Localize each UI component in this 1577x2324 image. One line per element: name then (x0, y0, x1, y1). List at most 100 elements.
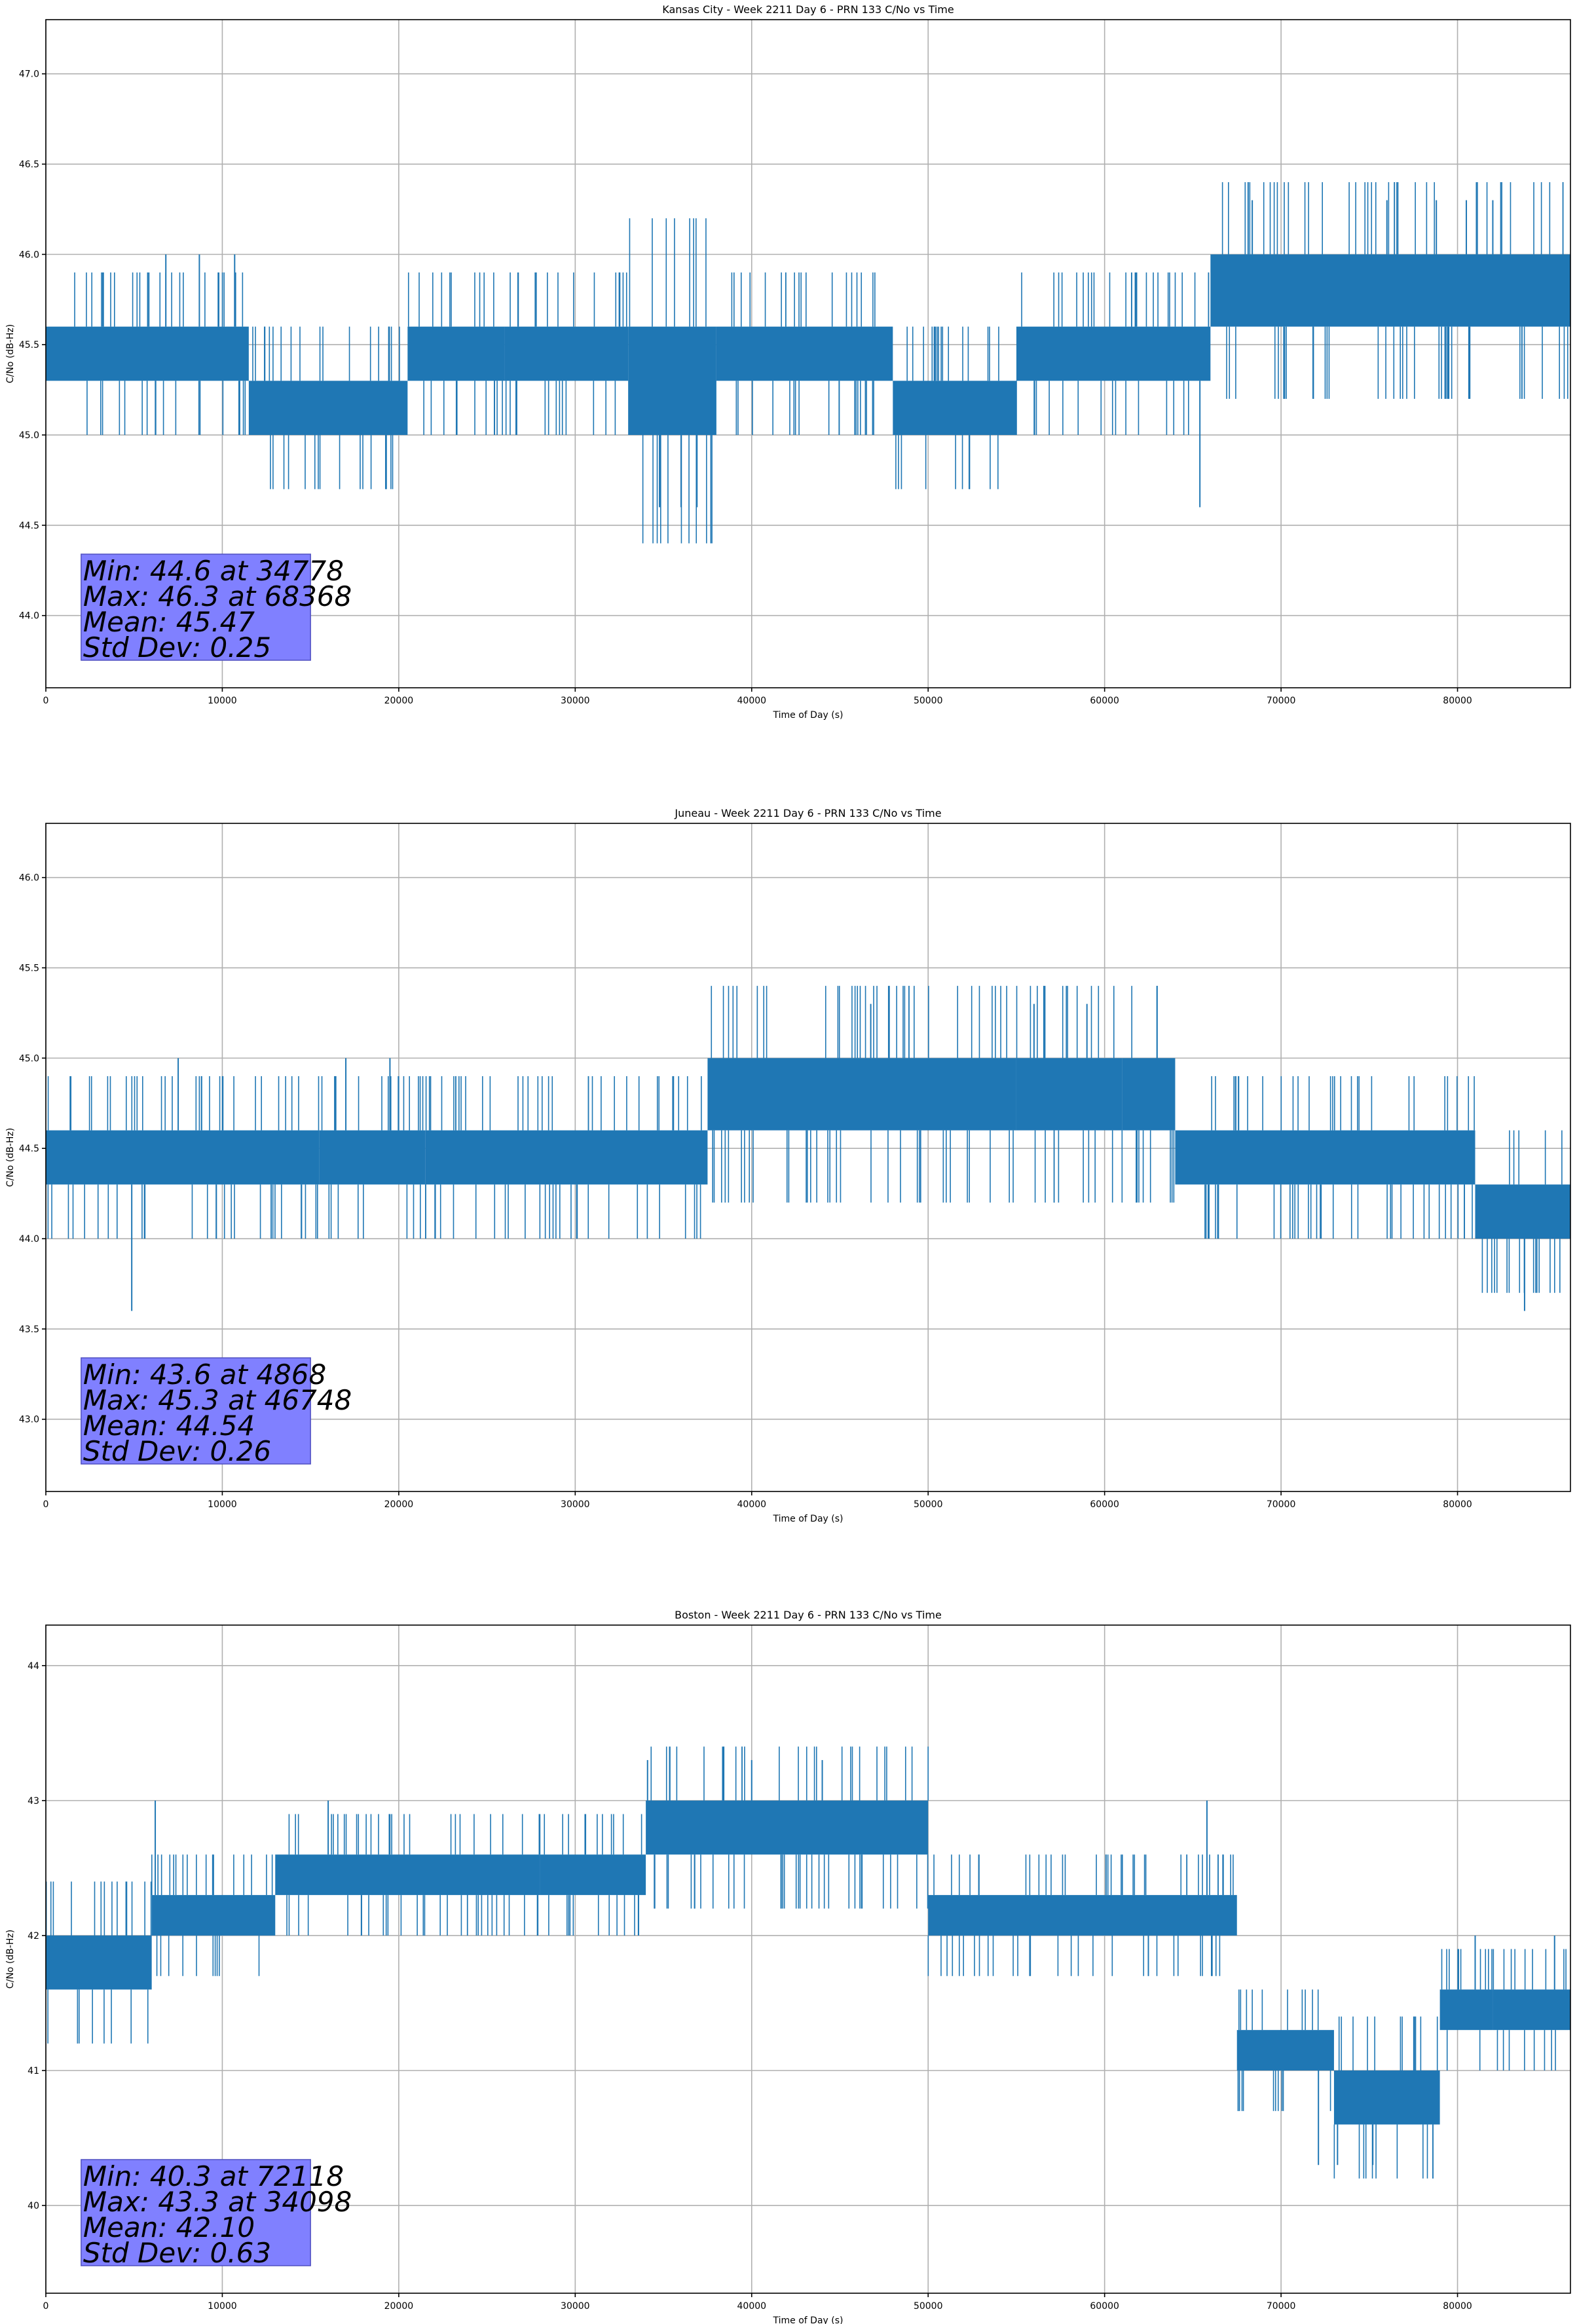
stats-std: Std Dev: 0.25 (83, 631, 271, 664)
data-band (716, 326, 893, 381)
y-tick-label: 45.0 (19, 1053, 39, 1064)
data-band (319, 1130, 426, 1185)
data-band (1475, 1184, 1570, 1239)
x-axis-label: Time of Day (s) (773, 1514, 844, 1524)
x-tick-label: 0 (43, 2301, 49, 2312)
data-band (46, 1935, 152, 1990)
data-band (1439, 1989, 1493, 2031)
x-axis-label: Time of Day (s) (773, 2315, 844, 2324)
stats-mean: Mean: 42.10 (83, 2211, 255, 2243)
x-tick-label: 10000 (208, 696, 237, 706)
data-band (46, 326, 249, 381)
y-tick-label: 44 (28, 1661, 39, 1672)
stats-box-background (81, 1357, 311, 1465)
x-tick-label: 50000 (914, 2301, 943, 2312)
stats-std: Std Dev: 0.26 (83, 1435, 271, 1467)
data-band (646, 1800, 929, 1855)
x-tick-label: 40000 (737, 696, 767, 706)
stats-mean: Mean: 45.47 (83, 606, 255, 638)
x-axis-label: Time of Day (s) (773, 710, 844, 721)
x-tick-label: 80000 (1443, 2301, 1472, 2312)
y-tick-label: 44.0 (19, 1234, 39, 1245)
y-tick-label: 44.5 (19, 1144, 39, 1154)
x-tick-label: 20000 (384, 1499, 414, 1510)
y-axis-label: C/No (dB-Hz) (5, 1930, 16, 1989)
x-tick-label: 20000 (384, 2301, 414, 2312)
data-band (1175, 1130, 1475, 1185)
data-band (275, 1854, 540, 1896)
data-band (1122, 1058, 1176, 1131)
stats-max: Max: 46.3 at 68368 (83, 580, 352, 612)
x-tick-label: 80000 (1443, 1499, 1472, 1510)
axes-frame (45, 823, 1571, 1492)
y-tick-label: 46.5 (19, 160, 39, 170)
data-band (248, 381, 408, 436)
data-band (151, 1895, 276, 1936)
chart-title: Boston - Week 2211 Day 6 - PRN 133 C/No … (675, 1609, 942, 1621)
x-tick-label: 60000 (1090, 2301, 1119, 2312)
y-tick-label: 42 (28, 1931, 39, 1941)
series-cno (46, 182, 1570, 544)
x-tick-label: 30000 (561, 1499, 590, 1510)
subplot-3: Boston - Week 2211 Day 6 - PRN 133 C/No … (5, 1609, 1571, 2324)
x-tick-label: 70000 (1267, 1499, 1296, 1510)
x-tick-label: 60000 (1090, 1499, 1119, 1510)
data-band (540, 1854, 646, 1896)
chart-title: Juneau - Week 2211 Day 6 - PRN 133 C/No … (674, 807, 941, 819)
series-cno (46, 986, 1570, 1311)
x-tick-label: 30000 (561, 2301, 590, 2312)
data-band (893, 381, 1016, 436)
data-band (1210, 254, 1570, 327)
data-band (928, 1895, 1237, 1936)
data-band (1016, 326, 1211, 381)
data-band (46, 1130, 320, 1185)
stats-max: Max: 45.3 at 46748 (83, 1384, 352, 1416)
y-tick-label: 40 (28, 2201, 39, 2211)
stats-box-background (81, 2159, 311, 2266)
x-tick-label: 40000 (737, 1499, 767, 1510)
stats-max: Max: 43.3 at 34098 (83, 2186, 352, 2218)
y-axis-label: C/No (dB-Hz) (5, 324, 16, 383)
data-band (504, 326, 629, 381)
x-tick-label: 0 (43, 696, 49, 706)
x-tick-label: 0 (43, 1499, 49, 1510)
data-band (1016, 1058, 1122, 1131)
x-tick-label: 30000 (561, 696, 590, 706)
data-band (1333, 2071, 1440, 2125)
x-tick-label: 10000 (208, 1499, 237, 1510)
x-tick-label: 70000 (1267, 696, 1296, 706)
subplot-1: Kansas City - Week 2211 Day 6 - PRN 133 … (5, 3, 1571, 721)
x-tick-label: 40000 (737, 2301, 767, 2312)
y-tick-label: 43.5 (19, 1324, 39, 1335)
y-tick-label: 44.0 (19, 611, 39, 622)
y-tick-label: 45.5 (19, 964, 39, 974)
data-band (1493, 1989, 1570, 2031)
stats-std: Std Dev: 0.63 (83, 2237, 271, 2269)
x-tick-label: 70000 (1267, 2301, 1296, 2312)
stats-mean: Mean: 44.54 (83, 1410, 255, 1442)
x-tick-label: 50000 (914, 696, 943, 706)
stats-min: Min: 43.6 at 4868 (83, 1359, 326, 1391)
subplot-2: Juneau - Week 2211 Day 6 - PRN 133 C/No … (5, 807, 1571, 1524)
data-band (407, 326, 505, 381)
stats-min: Min: 40.3 at 72118 (83, 2160, 344, 2192)
y-tick-label: 41 (28, 2066, 39, 2076)
data-band (1236, 2030, 1334, 2071)
y-axis-label: C/No (dB-Hz) (5, 1128, 16, 1187)
axes-frame (45, 1624, 1571, 2294)
y-tick-label: 44.5 (19, 521, 39, 531)
y-tick-label: 43.0 (19, 1415, 39, 1425)
y-tick-label: 45.5 (19, 340, 39, 350)
stats-min: Min: 44.6 at 34778 (83, 555, 344, 587)
y-tick-label: 45.0 (19, 430, 39, 441)
data-band (628, 326, 716, 436)
x-tick-label: 50000 (914, 1499, 943, 1510)
y-tick-label: 46.0 (19, 250, 39, 260)
x-tick-label: 20000 (384, 696, 414, 706)
x-tick-label: 60000 (1090, 696, 1119, 706)
chart-title: Kansas City - Week 2211 Day 6 - PRN 133 … (662, 3, 954, 16)
